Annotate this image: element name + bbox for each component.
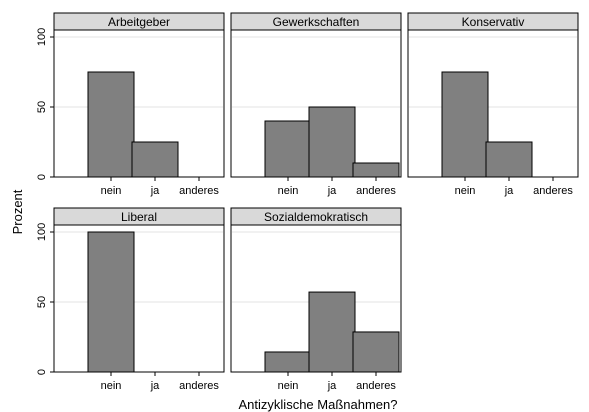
bar-nein: [264, 120, 312, 178]
x-tick-label: anderes: [179, 185, 219, 197]
x-tick-label: anderes: [179, 380, 219, 392]
y-tick-label: 0: [36, 174, 48, 180]
x-tick-label: nein: [101, 380, 122, 392]
panel-title: Sozialdemokratisch: [264, 210, 368, 224]
panel: Arbeitgeber nein ja anderes 0 50 100: [36, 12, 225, 197]
x-tick-label: nein: [455, 185, 476, 197]
x-tick-label: ja: [150, 185, 160, 197]
bar-nein: [264, 351, 312, 373]
x-axis-title: Antizyklische Maßnahmen?: [239, 397, 398, 412]
x-tick-label: anderes: [533, 185, 573, 197]
bar-ja: [308, 291, 356, 373]
y-axis-title: Prozent: [10, 189, 25, 234]
panel: Konservativ nein ja anderes: [407, 12, 579, 197]
y-tick-label: 50: [36, 101, 48, 113]
x-tick-label: anderes: [356, 185, 396, 197]
plot-area: [53, 224, 225, 373]
bar-ja: [485, 141, 533, 178]
bar-nein: [87, 231, 135, 373]
y-tick-label: 50: [36, 296, 48, 308]
y-tick-label: 100: [36, 28, 48, 46]
bar-nein: [441, 71, 489, 178]
y-tick-label: 100: [36, 223, 48, 241]
panel-title: Liberal: [121, 210, 157, 224]
x-tick-label: anderes: [356, 380, 396, 392]
x-tick-label: nein: [278, 380, 299, 392]
panel-title: Arbeitgeber: [108, 15, 170, 29]
x-tick-label: ja: [150, 380, 160, 392]
bar-ja: [308, 106, 356, 178]
panel: Gewerkschaften nein ja anderes: [230, 12, 402, 197]
x-tick-label: nein: [101, 185, 122, 197]
bar-ja: [131, 141, 179, 178]
y-tick-label: 0: [36, 369, 48, 375]
panel-title: Konservativ: [462, 15, 525, 29]
bar-anderes: [352, 331, 400, 373]
panel-title: Gewerkschaften: [273, 15, 360, 29]
x-tick-label: nein: [278, 185, 299, 197]
x-tick-label: ja: [327, 380, 337, 392]
x-tick-label: ja: [327, 185, 337, 197]
x-tick-label: ja: [504, 185, 514, 197]
panel: Sozialdemokratisch nein ja anderes: [230, 207, 402, 392]
panel: Liberal nein ja anderes 0 50 100: [36, 207, 225, 392]
bar-nein: [87, 71, 135, 178]
bar-anderes: [352, 162, 400, 178]
panels: Arbeitgeber nein ja anderes 0 50 100 Gewerkscha…: [36, 12, 579, 392]
